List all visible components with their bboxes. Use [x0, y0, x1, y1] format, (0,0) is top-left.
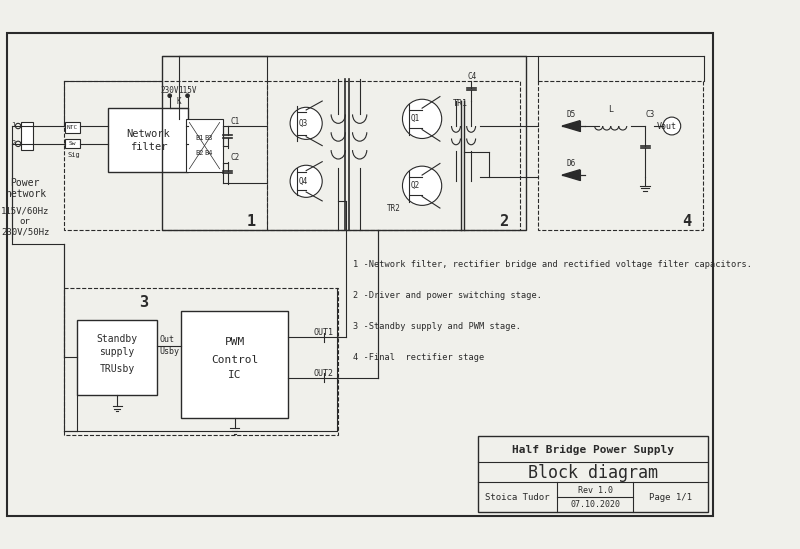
Text: TRUsby: TRUsby	[99, 363, 134, 373]
Text: Out: Out	[159, 335, 174, 344]
Bar	[77, 320, 158, 395]
Text: 230V: 230V	[161, 86, 179, 95]
Bar	[21, 121, 34, 150]
Text: OUT1: OUT1	[314, 328, 334, 338]
Bar	[66, 139, 80, 148]
Text: 3: 3	[139, 295, 149, 310]
Bar	[182, 311, 288, 418]
Text: Q4: Q4	[299, 177, 308, 186]
Text: 2: 2	[499, 214, 509, 229]
Text: 07.10.2020: 07.10.2020	[570, 500, 620, 508]
Text: supply: supply	[99, 346, 134, 357]
Text: 1: 1	[11, 122, 16, 128]
Text: TR2: TR2	[386, 204, 400, 212]
Text: Control: Control	[211, 355, 258, 365]
Text: Half Bridge Power Supply: Half Bridge Power Supply	[512, 445, 674, 455]
Circle shape	[186, 94, 190, 98]
Text: NTC: NTC	[67, 125, 78, 130]
Bar	[162, 57, 526, 231]
Text: IC: IC	[228, 370, 242, 380]
Circle shape	[290, 107, 322, 139]
Bar	[66, 122, 80, 133]
Bar	[63, 81, 267, 231]
Text: 115V/60Hz
or
230V/50Hz: 115V/60Hz or 230V/50Hz	[1, 206, 50, 236]
Text: OUT2: OUT2	[314, 368, 334, 378]
Text: TR1: TR1	[453, 99, 468, 108]
Text: B4: B4	[205, 150, 213, 156]
Text: Sw: Sw	[69, 141, 76, 147]
Text: 4 -Final  rectifier stage: 4 -Final rectifier stage	[354, 354, 485, 362]
Text: D6: D6	[566, 159, 576, 168]
Text: 1 -Network filter, rectifier bridge and rectified voltage filter capacitors.: 1 -Network filter, rectifier bridge and …	[354, 260, 753, 269]
Text: 1: 1	[246, 214, 255, 229]
Text: L: L	[608, 105, 613, 114]
Text: Network: Network	[126, 129, 170, 139]
Circle shape	[663, 117, 681, 135]
Text: C3: C3	[646, 110, 655, 119]
Text: C2: C2	[230, 153, 240, 162]
Text: C4: C4	[467, 71, 477, 81]
Text: Vout: Vout	[657, 121, 677, 131]
Text: 4: 4	[682, 214, 691, 229]
Text: D5: D5	[566, 110, 576, 119]
Text: Standby: Standby	[97, 334, 138, 344]
Circle shape	[290, 165, 322, 197]
Text: Rev 1.0: Rev 1.0	[578, 486, 613, 495]
Text: 2 -Driver and power switching stage.: 2 -Driver and power switching stage.	[354, 291, 542, 300]
Bar	[186, 119, 223, 172]
Text: Sig: Sig	[68, 152, 81, 158]
Text: Q1: Q1	[410, 114, 419, 124]
Circle shape	[402, 99, 442, 138]
Polygon shape	[562, 170, 580, 181]
Text: Q2: Q2	[410, 181, 419, 191]
Text: PWM: PWM	[225, 337, 245, 347]
Bar	[478, 436, 708, 512]
Text: K: K	[176, 97, 181, 107]
Bar	[108, 108, 189, 172]
Bar	[538, 81, 703, 231]
Text: Power
network: Power network	[5, 178, 46, 199]
Text: 115V: 115V	[178, 86, 197, 95]
Text: Page 1/1: Page 1/1	[650, 492, 693, 501]
Bar	[267, 81, 520, 231]
Circle shape	[402, 166, 442, 205]
Text: Stoica Tudor: Stoica Tudor	[486, 492, 550, 501]
Bar	[63, 288, 338, 435]
Polygon shape	[562, 121, 580, 131]
Text: Q3: Q3	[299, 119, 308, 128]
Text: 2: 2	[11, 140, 16, 146]
Text: B3: B3	[205, 136, 213, 142]
Text: filter: filter	[130, 142, 167, 152]
Text: B2: B2	[196, 150, 204, 156]
Circle shape	[168, 94, 171, 98]
Text: 3 -Standby supply and PWM stage.: 3 -Standby supply and PWM stage.	[354, 322, 522, 331]
Text: C1: C1	[230, 117, 240, 126]
Text: B1: B1	[196, 136, 204, 142]
Text: Usby: Usby	[159, 347, 179, 356]
Text: Block diagram: Block diagram	[528, 464, 658, 482]
